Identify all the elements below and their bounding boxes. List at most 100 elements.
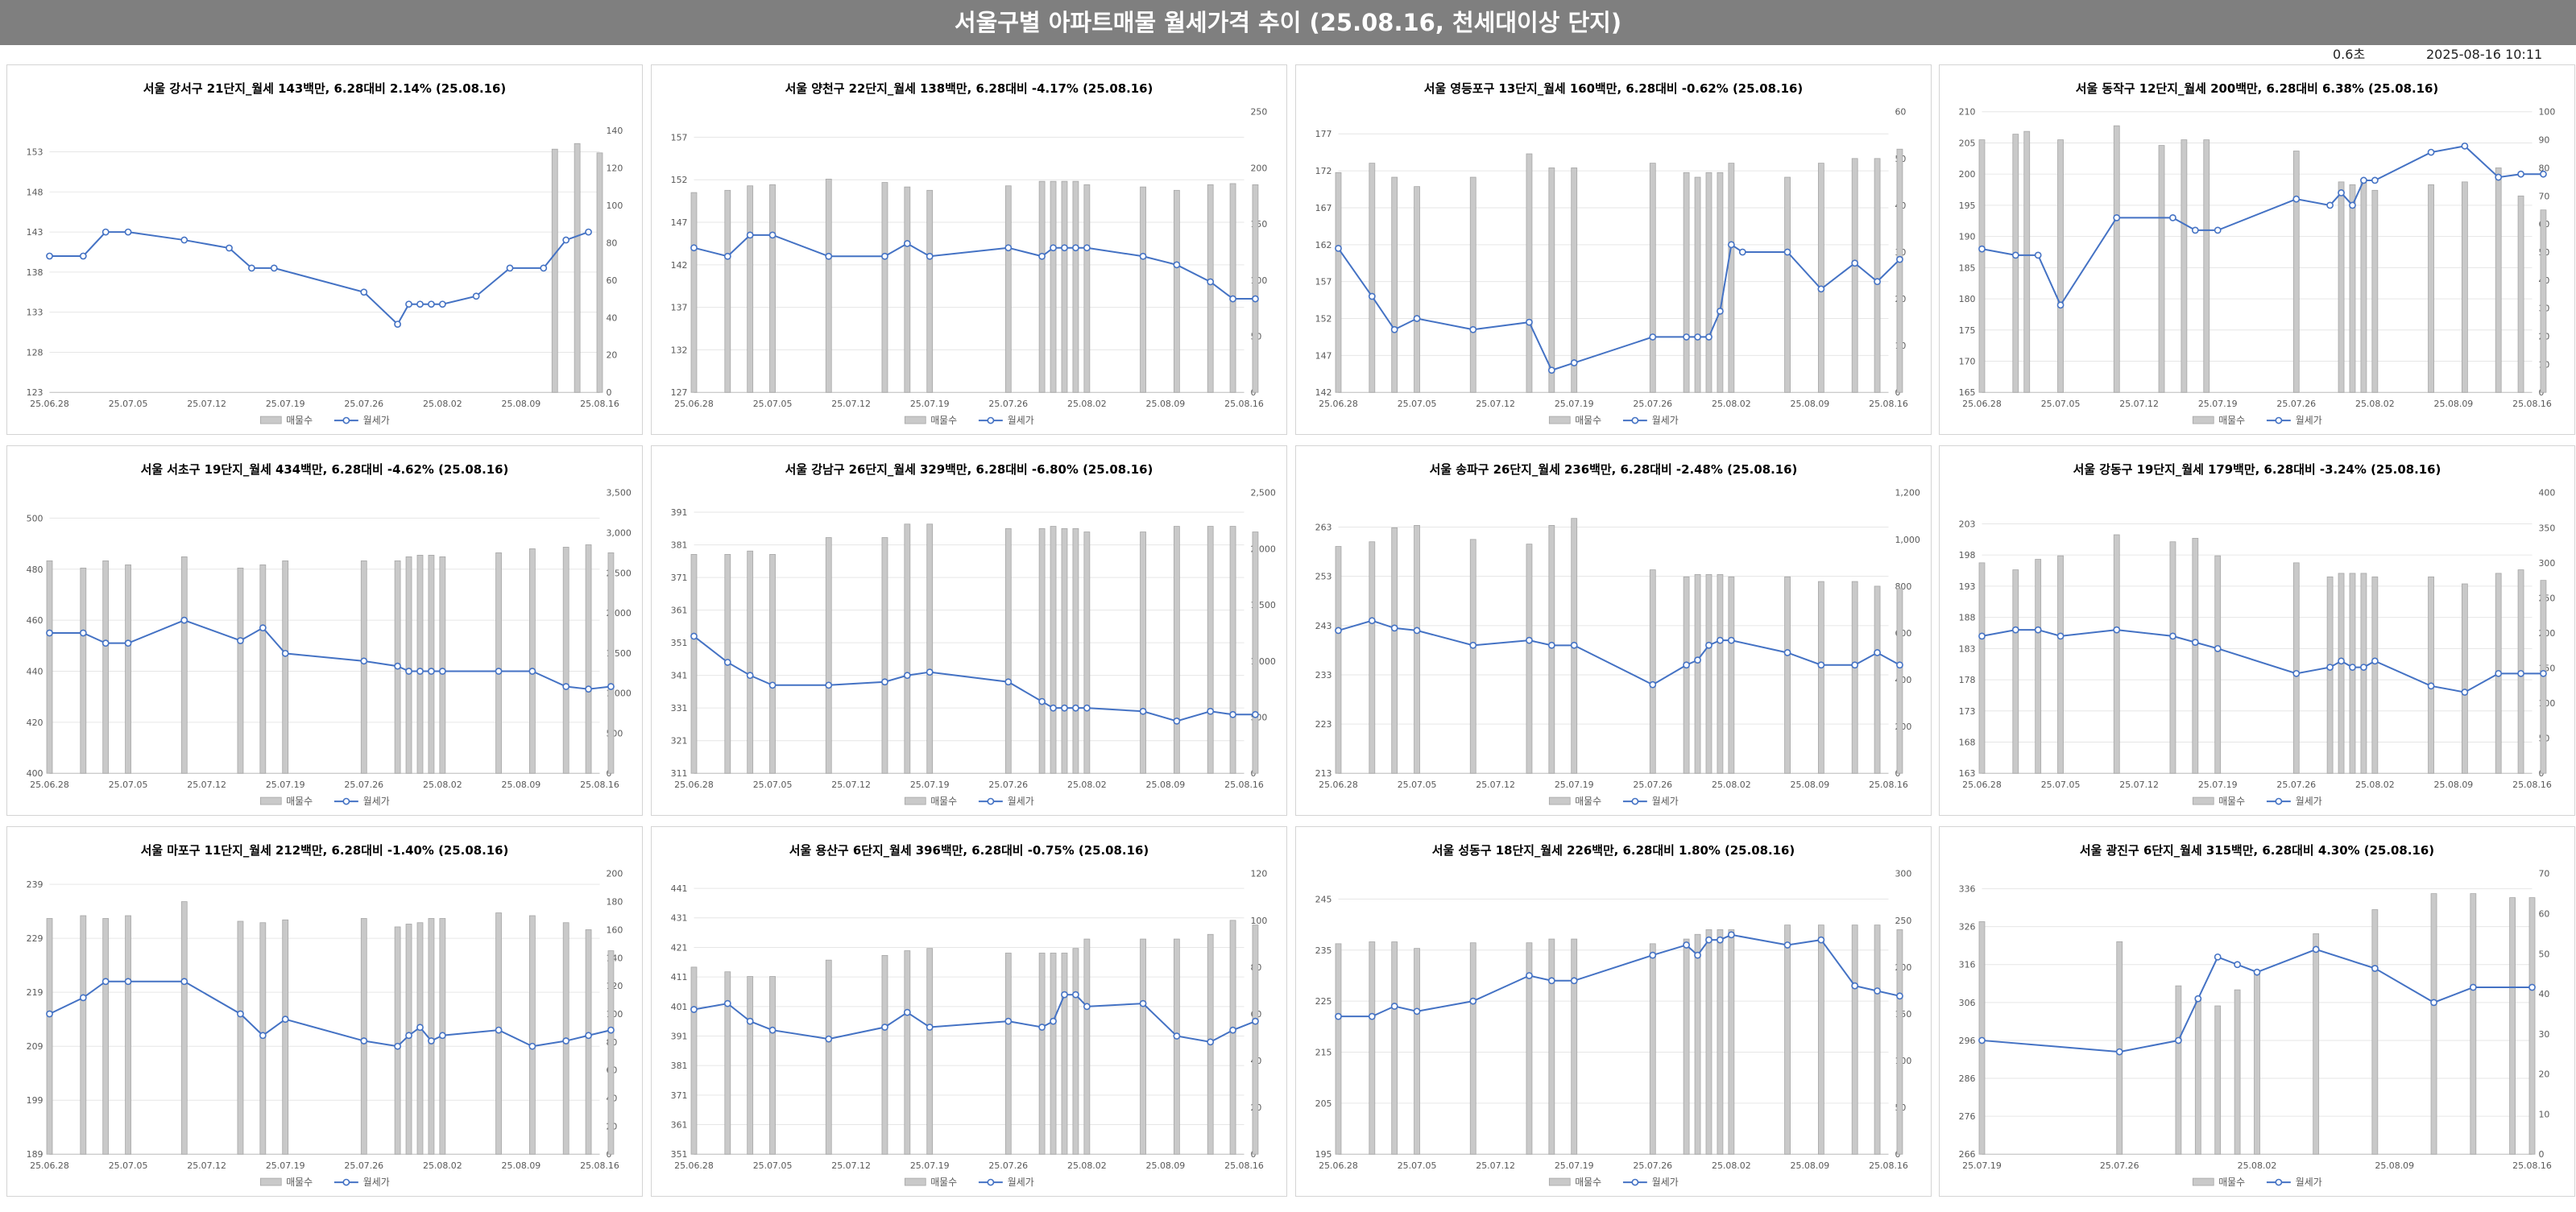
rent-price-point xyxy=(506,264,514,272)
legend-line-label: 월세가 xyxy=(2296,1177,2322,1188)
chart-panel: 서울 양천구 22단지_월세 138백만, 6.28대비 -4.17% (25.… xyxy=(651,64,1287,435)
legend-line-label: 월세가 xyxy=(1652,415,1679,426)
bar-listing-count xyxy=(2430,893,2437,1155)
bar-listing-count xyxy=(282,919,289,1155)
y-left-tick-label: 157 xyxy=(671,132,688,143)
rent-price-point xyxy=(2349,664,2356,671)
bar-listing-count xyxy=(102,918,110,1155)
rent-price-point xyxy=(1072,704,1079,712)
y-left-tick-label: 152 xyxy=(1315,314,1332,325)
y-right-tick-label: 60 xyxy=(2538,909,2549,920)
y-left-tick-label: 441 xyxy=(671,883,688,894)
x-tick-label: 25.07.12 xyxy=(187,399,226,409)
y-left-tick-label: 296 xyxy=(1959,1036,1976,1046)
y-left-tick-label: 371 xyxy=(671,573,688,583)
x-tick-label: 25.07.12 xyxy=(1476,780,1515,790)
legend-line-marker xyxy=(342,1178,350,1186)
rent-price-point xyxy=(416,300,424,308)
y-right-tick-label: 100 xyxy=(606,201,623,211)
bar-listing-count xyxy=(2214,555,2222,774)
x-tick-label: 25.07.05 xyxy=(2041,399,2081,409)
bar-listing-count xyxy=(1207,184,1214,393)
bar-listing-count xyxy=(1252,925,1259,1155)
legend-line-label: 월세가 xyxy=(1008,1177,1034,1188)
y-right-tick-label: 1,000 xyxy=(1895,535,1920,545)
x-tick-label: 25.07.12 xyxy=(831,399,871,409)
legend-bar-label: 매물수 xyxy=(930,1177,957,1188)
rent-price-point xyxy=(825,1035,833,1043)
chart-svg: 서울 강남구 26단지_월세 329백만, 6.28대비 -6.80% (25.… xyxy=(671,462,1276,807)
rent-price-point xyxy=(2461,142,2469,150)
bar-listing-count xyxy=(881,537,888,774)
chart-title: 서울 마포구 11단지_월세 212백만, 6.28대비 -1.40% (25.… xyxy=(141,843,509,858)
rent-price-point xyxy=(2011,626,2019,634)
rent-price-point xyxy=(1817,285,1825,293)
rent-price-point xyxy=(1229,295,1236,303)
chart-svg: 서울 서초구 19단지_월세 434백만, 6.28대비 -4.62% (25.… xyxy=(27,462,632,807)
y-right-tick-label: 0 xyxy=(1895,1149,1900,1160)
bar-listing-count xyxy=(528,915,536,1155)
legend-bar-label: 매물수 xyxy=(286,796,313,807)
y-left-tick-label: 311 xyxy=(671,768,688,779)
x-tick-label: 25.06.28 xyxy=(674,399,714,409)
bar-listing-count xyxy=(1391,941,1398,1155)
bar-listing-count xyxy=(1414,948,1420,1155)
rent-price-point xyxy=(1717,636,1724,644)
rent-price-point xyxy=(1547,366,1555,374)
legend-bar-swatch xyxy=(904,796,926,805)
rent-price-point xyxy=(1050,1017,1057,1025)
rent-price-point xyxy=(1004,678,1013,686)
bar-listing-count xyxy=(1252,184,1259,393)
bar-listing-count xyxy=(1072,948,1079,1155)
rent-price-line xyxy=(694,234,1256,300)
legend-bar-swatch xyxy=(2192,416,2214,424)
rent-price-point xyxy=(1570,641,1578,649)
bar-listing-count xyxy=(1140,938,1146,1155)
rent-price-point xyxy=(1649,680,1657,689)
x-tick-label: 25.07.05 xyxy=(1398,780,1437,790)
y-left-tick-label: 381 xyxy=(671,1061,688,1071)
bar-listing-count xyxy=(125,915,131,1155)
rent-price-point xyxy=(562,1037,570,1044)
x-tick-label: 25.06.28 xyxy=(674,1160,714,1171)
legend-bar-swatch xyxy=(1548,1177,1571,1186)
x-tick-label: 25.08.02 xyxy=(1067,1160,1107,1171)
rent-price-point xyxy=(1335,627,1342,635)
bar-listing-count xyxy=(574,143,581,393)
chart-panel: 서울 동작구 12단지_월세 200백만, 6.28대비 6.38% (25.0… xyxy=(1939,64,2575,435)
y-left-tick-label: 215 xyxy=(1315,1047,1332,1057)
bar-listing-count xyxy=(2035,559,2042,774)
bar-listing-count xyxy=(1526,942,1533,1155)
bar-listing-count xyxy=(180,556,188,774)
bar-listing-count xyxy=(607,950,615,1155)
report-title: 서울구별 아파트매물 월세가격 추이 (25.08.16, 천세대이상 단지) xyxy=(0,0,2576,45)
rent-price-point xyxy=(259,624,267,632)
y-left-tick-label: 170 xyxy=(1959,356,1976,366)
x-tick-label: 25.08.16 xyxy=(1224,780,1264,790)
y-left-tick-label: 175 xyxy=(1959,325,1976,336)
rent-price-point xyxy=(1738,248,1746,256)
y-left-tick-label: 243 xyxy=(1315,621,1332,631)
y-left-tick-label: 183 xyxy=(1959,643,1976,654)
rent-price-point xyxy=(1390,624,1398,632)
rent-price-point xyxy=(607,1026,615,1034)
x-tick-label: 25.07.12 xyxy=(2119,780,2159,790)
chart-panel: 서울 용산구 6단지_월세 396백만, 6.28대비 -0.75% (25.0… xyxy=(651,826,1287,1197)
bar-listing-count xyxy=(416,922,424,1155)
y-right-tick-label: 50 xyxy=(2538,949,2549,959)
rent-price-point xyxy=(101,228,110,236)
bar-listing-count xyxy=(1414,186,1420,393)
rent-price-point xyxy=(1547,641,1555,649)
y-left-tick-label: 147 xyxy=(671,217,688,228)
rent-price-point xyxy=(1173,1032,1181,1040)
bar-listing-count xyxy=(1817,581,1824,774)
legend-bar-label: 매물수 xyxy=(930,415,957,426)
rent-price-point xyxy=(259,1032,267,1040)
rent-price-point xyxy=(1851,982,1859,990)
chart-title: 서울 동작구 12단지_월세 200백만, 6.28대비 6.38% (25.0… xyxy=(2076,81,2439,96)
bar-listing-count xyxy=(1717,929,1724,1155)
rent-price-point xyxy=(2253,968,2261,976)
bar-listing-count xyxy=(1784,576,1791,774)
legend-bar-label: 매물수 xyxy=(2218,796,2245,807)
legend-bar-label: 매물수 xyxy=(286,415,313,426)
